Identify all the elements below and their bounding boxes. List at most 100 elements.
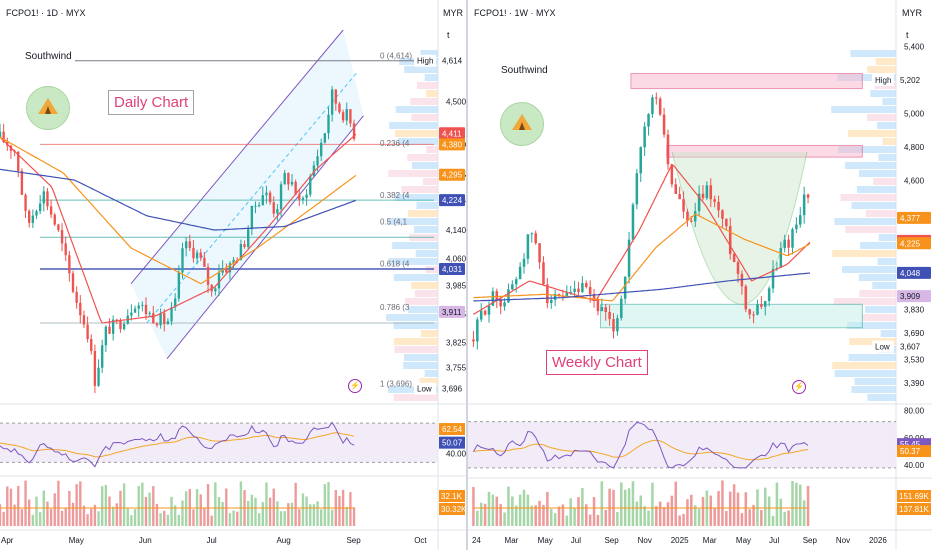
candle bbox=[767, 288, 771, 302]
volume-bar bbox=[678, 515, 681, 526]
candle bbox=[472, 339, 475, 342]
volume-bar bbox=[228, 513, 232, 526]
lightning-icon[interactable]: ⚡ bbox=[792, 380, 806, 394]
volume-profile-bar bbox=[859, 170, 896, 177]
candle bbox=[526, 234, 530, 259]
candle bbox=[217, 272, 221, 289]
camping-tent-icon bbox=[26, 86, 70, 130]
volume-bar bbox=[137, 486, 140, 526]
volume-profile-bar bbox=[867, 66, 896, 73]
volume-bar bbox=[709, 495, 713, 526]
volume-bar bbox=[159, 513, 162, 526]
volume-bar bbox=[682, 513, 685, 526]
candle bbox=[542, 262, 545, 285]
candle bbox=[206, 266, 210, 285]
volume-bar bbox=[24, 480, 27, 526]
volume-bar bbox=[320, 509, 323, 526]
daily-chart-canvas[interactable]: 0 (4,614) 0.236 (4 0.382 (4 0.5 (4,1 0.618 (… bbox=[0, 0, 466, 550]
volume-bar bbox=[283, 511, 286, 526]
candle bbox=[802, 194, 806, 216]
volume-profile-bar bbox=[848, 354, 896, 361]
rsi-line bbox=[0, 421, 355, 468]
candle bbox=[662, 114, 666, 135]
volume-profile-bar bbox=[870, 90, 896, 97]
fib-level-label: 0.382 (4 bbox=[380, 191, 410, 200]
volume-bar bbox=[802, 500, 806, 526]
volume-profile-bar bbox=[398, 138, 438, 145]
candle bbox=[588, 287, 592, 295]
price-label: 3,911 bbox=[442, 308, 462, 317]
volume-profile-bar bbox=[832, 250, 896, 257]
weekly-chart-panel[interactable]: 5,4005,2025,0004,8004,6004,3774,2394,225… bbox=[468, 0, 932, 550]
candle bbox=[17, 151, 20, 171]
daily-chart-panel[interactable]: 0 (4,614) 0.236 (4 0.382 (4 0.5 (4,1 0.618 (… bbox=[0, 0, 466, 550]
candle bbox=[627, 239, 631, 277]
volume-bar bbox=[236, 511, 239, 526]
volume-bar bbox=[192, 509, 195, 526]
volume-value-label: 137.81K bbox=[899, 505, 929, 514]
volume-bar bbox=[725, 510, 728, 526]
volume-bar bbox=[526, 494, 530, 526]
volume-bar bbox=[316, 501, 319, 526]
volume-bar bbox=[713, 507, 716, 526]
candle bbox=[744, 286, 748, 310]
candle bbox=[771, 269, 775, 289]
candle bbox=[316, 156, 319, 166]
candle bbox=[647, 114, 650, 127]
price-tick-label: 5,400 bbox=[904, 43, 925, 52]
candle bbox=[254, 205, 257, 207]
volume-bar bbox=[170, 496, 173, 526]
time-tick-label: Jul bbox=[206, 536, 216, 545]
channel-upper-line bbox=[130, 29, 344, 284]
volume-bar bbox=[101, 486, 104, 526]
volume-bar bbox=[763, 487, 767, 526]
volume-bar bbox=[305, 496, 308, 526]
candle bbox=[0, 131, 2, 138]
time-tick-label: May bbox=[538, 536, 553, 545]
volume-bar bbox=[79, 481, 82, 526]
volume-bar bbox=[752, 504, 755, 526]
volume-bar bbox=[309, 504, 312, 526]
lightning-icon[interactable]: ⚡ bbox=[348, 379, 362, 393]
candle bbox=[283, 173, 286, 185]
time-tick-label: Jul bbox=[571, 536, 581, 545]
volume-bar bbox=[553, 513, 557, 526]
candle bbox=[104, 326, 108, 346]
volume-bar bbox=[760, 510, 763, 526]
volume-profile-bar bbox=[837, 74, 896, 81]
volume-profile-bar bbox=[407, 306, 438, 313]
candle bbox=[323, 133, 327, 143]
price-label-box bbox=[872, 73, 894, 86]
moving-average-line bbox=[0, 133, 357, 324]
candle bbox=[585, 283, 588, 288]
volume-bar bbox=[499, 504, 502, 526]
volume-bar bbox=[565, 515, 569, 526]
time-tick-label: Mar bbox=[703, 536, 717, 545]
volume-bar bbox=[767, 496, 771, 526]
volume-profile-bar bbox=[414, 290, 438, 297]
volume-bar bbox=[301, 493, 305, 526]
candle bbox=[141, 304, 144, 306]
candle bbox=[479, 310, 483, 320]
price-tick-label: 3,530 bbox=[904, 356, 925, 365]
candle bbox=[693, 211, 697, 222]
volume-profile-bar bbox=[405, 298, 438, 305]
candle bbox=[159, 313, 162, 326]
weekly-chart-canvas[interactable]: 5,4005,2025,0004,8004,6004,3774,2394,225… bbox=[468, 0, 932, 550]
volume-bar bbox=[115, 503, 118, 526]
volume-bar bbox=[530, 505, 534, 526]
candle bbox=[623, 276, 627, 299]
candle bbox=[514, 279, 518, 285]
volume-profile-bar bbox=[851, 202, 896, 209]
volume-bar bbox=[184, 491, 188, 526]
volume-profile-bar bbox=[861, 314, 896, 321]
volume-bar bbox=[312, 504, 316, 526]
volume-bar bbox=[620, 482, 623, 526]
candle bbox=[301, 197, 305, 200]
candle bbox=[287, 173, 290, 185]
volume-bar bbox=[561, 504, 565, 526]
candle bbox=[137, 305, 140, 309]
volume-bar bbox=[166, 514, 170, 526]
candle bbox=[28, 210, 31, 223]
time-tick-label: May bbox=[736, 536, 751, 545]
